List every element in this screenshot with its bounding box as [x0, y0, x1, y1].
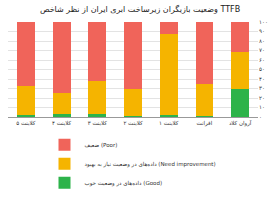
svg-text:ضعیف (Poor): ضعیف (Poor) [85, 142, 118, 148]
svg-text:۲۰: ۲۰ [259, 95, 265, 101]
svg-text:۱۰۰: ۱۰۰ [259, 19, 268, 25]
svg-text:کلاینت ۳: کلاینت ۳ [88, 120, 108, 126]
svg-text:۳۰: ۳۰ [259, 85, 265, 91]
svg-text:کلاینت ۲: کلاینت ۲ [123, 120, 143, 126]
svg-text:کلاینت ۴: کلاینت ۴ [52, 120, 72, 126]
svg-text:داده‌های در وضعیت نیاز به بهبو: داده‌های در وضعیت نیاز به بهبود (Need im… [85, 161, 216, 168]
svg-text:۴۰: ۴۰ [259, 76, 265, 82]
svg-text:۷۰: ۷۰ [259, 47, 265, 53]
svg-text:۰: ۰ [259, 114, 262, 120]
svg-text:۱۰: ۱۰ [259, 104, 265, 110]
svg-text:آروان کلاد: آروان کلاد [229, 119, 252, 127]
svg-text:وضعیت بازیگران زیرساخت ابری ای: وضعیت بازیگران زیرساخت ابری ایران از نظر… [40, 4, 240, 14]
svg-text:کلاینت ۱: کلاینت ۱ [159, 120, 179, 126]
svg-text:کلاینت ۵: کلاینت ۵ [16, 120, 36, 126]
svg-text:۹۰: ۹۰ [259, 28, 265, 34]
svg-text:افرانت: افرانت [197, 120, 213, 127]
svg-text:۵۰: ۵۰ [259, 66, 265, 72]
svg-text:داده‌های در وضعیت خوب (Good): داده‌های در وضعیت خوب (Good) [85, 180, 163, 187]
svg-text:۶۰: ۶۰ [259, 57, 265, 63]
svg-text:۸۰: ۸۰ [259, 38, 265, 44]
